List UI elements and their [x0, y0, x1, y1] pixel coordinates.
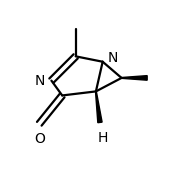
Text: N: N: [108, 51, 118, 65]
Text: O: O: [34, 132, 45, 146]
Polygon shape: [96, 91, 102, 123]
Text: N: N: [35, 74, 45, 88]
Polygon shape: [121, 76, 147, 80]
Text: H: H: [97, 131, 108, 144]
